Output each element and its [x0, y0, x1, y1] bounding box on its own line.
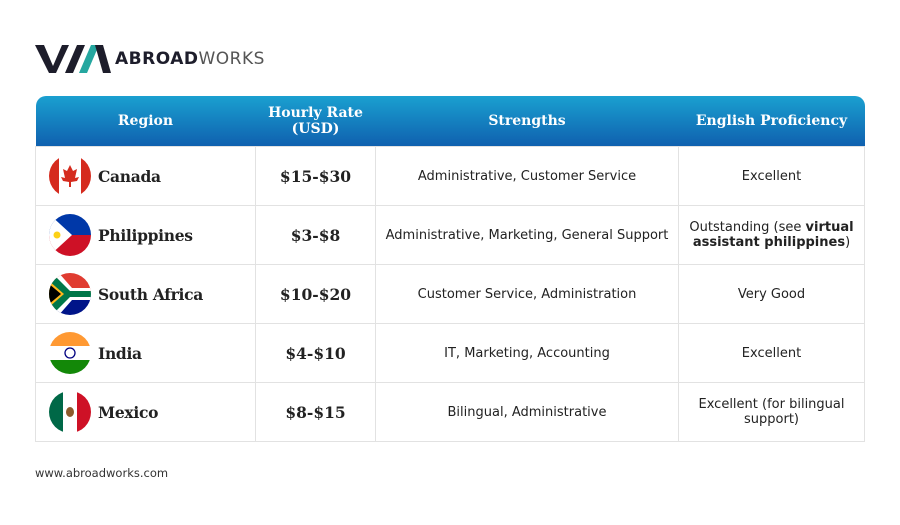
logo-text: WORKS — [198, 49, 265, 69]
flag — [49, 155, 91, 197]
text: Excellent — [741, 345, 802, 361]
row: India $4-$10 IT, Marketing, Accounting E… — [35, 323, 865, 383]
row: South Africa $10-$20 Customer Service, A… — [35, 264, 865, 324]
cell: Administrative, Marketing, General Suppo… — [375, 205, 679, 265]
cell: India — [35, 323, 256, 383]
cell: Bilingual, Administrative — [375, 382, 679, 442]
cell: Philippines — [35, 205, 256, 265]
region-name: India — [98, 343, 142, 363]
text: Excellent — [741, 168, 802, 184]
flag — [49, 332, 91, 374]
region-name: Canada — [98, 166, 161, 186]
footer-url: www.abroadworks.com — [35, 466, 169, 480]
column-header: Hourly Rate (USD) — [268, 105, 363, 137]
header-row: Region Hourly Rate (USD) Strengths Engli… — [35, 96, 865, 147]
cell: $15-$30 — [255, 146, 376, 206]
cell: $4-$10 — [255, 323, 376, 383]
column-header: Region — [117, 113, 174, 129]
cell: Canada — [35, 146, 256, 206]
cell: Excellent — [678, 146, 865, 206]
row: Canada $15-$30 Administrative, Customer … — [35, 146, 865, 206]
cell: $3-$8 — [255, 205, 376, 265]
cell: Excellent — [678, 323, 865, 383]
cell: South Africa — [35, 264, 256, 324]
flag — [49, 214, 91, 256]
cell: Excellent (for bilingual support) — [678, 382, 865, 442]
cell: Very Good — [678, 264, 865, 324]
flag — [49, 273, 91, 315]
logo-mark — [35, 45, 111, 73]
logo-text: ABROAD — [115, 49, 199, 69]
cell: Administrative, Customer Service — [375, 146, 679, 206]
rate-table: Region Hourly Rate (USD) Strengths Engli… — [35, 96, 865, 442]
region-name: South Africa — [98, 284, 203, 304]
text: Excellent (for bilingual support) — [698, 397, 845, 427]
cell: $10-$20 — [255, 264, 376, 324]
text: Outstanding (see — [689, 220, 806, 235]
region-name: Mexico — [98, 402, 159, 422]
cell: Customer Service, Administration — [375, 264, 679, 324]
row: Mexico $8-$15 Bilingual, Administrative … — [35, 382, 865, 442]
cell: $8-$15 — [255, 382, 376, 442]
cell: IT, Marketing, Accounting — [375, 323, 679, 383]
column-header: English Proficiency — [695, 113, 848, 129]
cell: Mexico — [35, 382, 256, 442]
text: ) — [845, 235, 851, 250]
cell: Outstanding (see virtual assistant phili… — [678, 205, 865, 265]
flag — [49, 391, 91, 433]
text: Very Good — [737, 286, 806, 302]
link-text: virtual assistant philippines — [692, 220, 854, 250]
logo: ABROADWORKS — [35, 44, 265, 74]
region-name: Philippines — [98, 225, 193, 245]
row: Philippines $3-$8 Administrative, Market… — [35, 205, 865, 265]
column-header: Strengths — [488, 113, 566, 129]
